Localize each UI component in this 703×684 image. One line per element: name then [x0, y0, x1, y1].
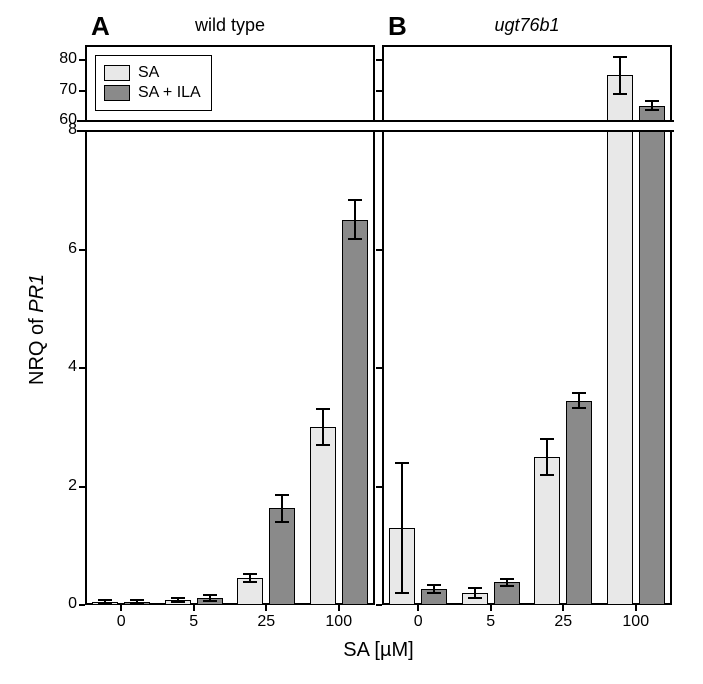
error-bar [578, 393, 580, 408]
error-cap [130, 603, 144, 605]
xtick-label: 5 [466, 613, 516, 631]
error-cap [130, 599, 144, 601]
error-bar [401, 463, 403, 593]
xtick-label: 25 [538, 613, 588, 631]
error-cap [316, 444, 330, 446]
legend-item: SA + ILA [104, 84, 201, 102]
axis-break-line [77, 120, 377, 122]
ytick-label: 70 [41, 81, 77, 99]
xtick-label: 25 [241, 613, 291, 631]
legend-item: SA [104, 64, 201, 82]
error-cap [613, 93, 627, 95]
axis-break-line [606, 130, 634, 132]
ytick [79, 604, 85, 606]
ytick [376, 486, 382, 488]
ytick [79, 59, 85, 61]
legend-swatch [104, 85, 130, 101]
legend-label: SA + ILA [138, 84, 201, 102]
error-bar [322, 409, 324, 445]
error-cap [395, 592, 409, 594]
bar [534, 457, 560, 605]
panel-title: ugt76b1 [382, 15, 672, 36]
error-cap [316, 408, 330, 410]
error-cap [275, 521, 289, 523]
bar [310, 427, 336, 605]
ytick-label: 2 [45, 477, 77, 495]
bar [566, 401, 592, 605]
bar [342, 220, 368, 605]
xtick-label: 100 [611, 613, 661, 631]
ytick [376, 90, 382, 92]
ytick-label: 4 [45, 358, 77, 376]
ytick-label: 6 [45, 240, 77, 258]
error-cap [203, 594, 217, 596]
ytick [79, 486, 85, 488]
bar [639, 106, 665, 605]
error-cap [468, 587, 482, 589]
error-bar [281, 495, 283, 522]
error-cap [427, 592, 441, 594]
legend-label: SA [138, 64, 159, 82]
xtick [562, 605, 564, 611]
error-cap [98, 599, 112, 601]
axis-break-line [606, 120, 634, 122]
error-cap [203, 600, 217, 602]
ytick [376, 249, 382, 251]
ytick [79, 249, 85, 251]
error-cap [243, 573, 257, 575]
x-axis-label: SA [µM] [319, 639, 439, 662]
error-cap [171, 597, 185, 599]
error-cap [275, 494, 289, 496]
y-axis-label: NRQ of PR1 [26, 274, 49, 385]
ytick-label: 80 [41, 50, 77, 68]
xtick [265, 605, 267, 611]
error-cap [500, 578, 514, 580]
ytick [376, 367, 382, 369]
ytick [79, 90, 85, 92]
figure-root: Awild type024686070800525100Bugt76b10525… [0, 0, 703, 684]
xtick [193, 605, 195, 611]
panel-title: wild type [85, 15, 375, 36]
xtick [417, 605, 419, 611]
axis-break-line [77, 130, 377, 132]
error-cap [243, 581, 257, 583]
xtick-label: 5 [169, 613, 219, 631]
bar [607, 75, 633, 605]
legend: SA SA + ILA [95, 55, 212, 111]
error-cap [468, 597, 482, 599]
xtick-label: 100 [314, 613, 364, 631]
axis-break-line [638, 120, 666, 122]
error-cap [572, 407, 586, 409]
axis-break-line [638, 130, 666, 132]
xtick-label: 0 [393, 613, 443, 631]
error-cap [395, 462, 409, 464]
xtick [490, 605, 492, 611]
legend-swatch [104, 65, 130, 81]
xtick [120, 605, 122, 611]
xtick-label: 0 [96, 613, 146, 631]
error-bar [619, 57, 621, 93]
error-cap [540, 474, 554, 476]
error-cap [613, 56, 627, 58]
xtick [635, 605, 637, 611]
ytick [376, 604, 382, 606]
error-cap [171, 601, 185, 603]
error-cap [645, 100, 659, 102]
error-bar [546, 439, 548, 475]
ytick-label: 0 [45, 595, 77, 613]
error-cap [348, 199, 362, 201]
error-bar [354, 200, 356, 239]
error-cap [540, 438, 554, 440]
error-cap [645, 109, 659, 111]
error-cap [427, 584, 441, 586]
ytick [376, 59, 382, 61]
error-cap [572, 392, 586, 394]
error-cap [348, 238, 362, 240]
ytick-label: 60 [41, 111, 77, 129]
error-cap [500, 585, 514, 587]
ytick [79, 367, 85, 369]
error-cap [98, 603, 112, 605]
xtick [338, 605, 340, 611]
